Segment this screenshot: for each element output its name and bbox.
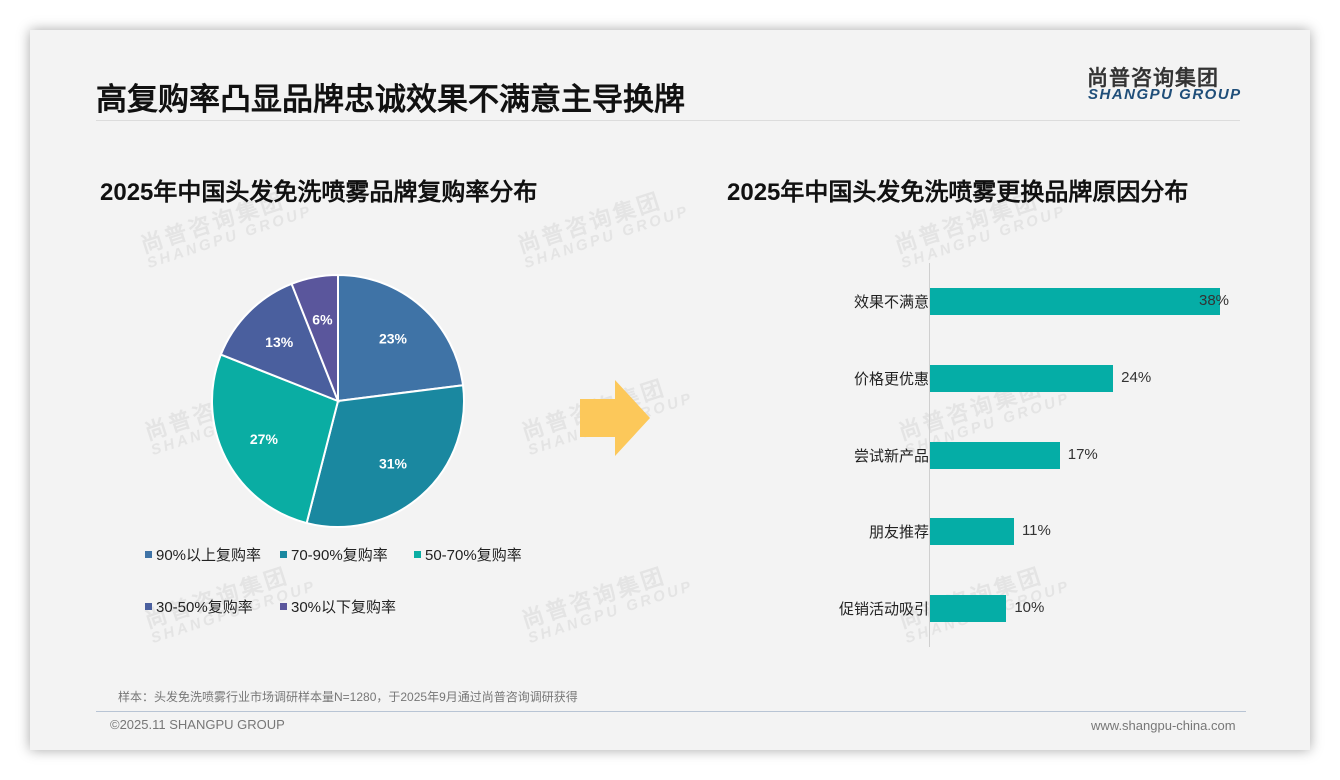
pie-slice-label: 31% bbox=[379, 455, 408, 471]
bar-category-label: 促销活动吸引 bbox=[838, 601, 929, 618]
bar-category-label: 尝试新产品 bbox=[853, 448, 929, 465]
footer-divider bbox=[96, 711, 1246, 712]
logo-chinese: 尚普咨询集团 bbox=[1087, 67, 1219, 90]
right-arrow-icon bbox=[580, 380, 650, 456]
bar-value-label: 24% bbox=[1121, 369, 1152, 386]
pie-slice bbox=[337, 273, 465, 403]
bar-row: 尝试新产品 17% bbox=[30, 441, 1310, 471]
bar-chart-title: 2025年中国头发免洗喷雾更换品牌原因分布 bbox=[727, 179, 1189, 206]
legend-item: 90%以上复购率 bbox=[145, 544, 261, 565]
pie-chart-title: 2025年中国头发免洗喷雾品牌复购率分布 bbox=[100, 179, 538, 206]
slide: 尚普咨询集团 SHANGPU GROUP 尚普咨询集团 SHANGPU GROUP … bbox=[30, 30, 1310, 750]
bar-value-label: 38% bbox=[1199, 292, 1230, 309]
bar-value-label: 10% bbox=[1014, 599, 1045, 616]
pie-slice bbox=[290, 273, 339, 402]
bar bbox=[930, 518, 1014, 545]
legend-item: 70-90%复购率 bbox=[280, 544, 388, 565]
legend-swatch bbox=[145, 603, 152, 610]
pie-slice bbox=[219, 282, 340, 403]
bar-row: 促销活动吸引 10% bbox=[30, 594, 1310, 624]
logo-english: SHANGPU GROUP bbox=[1088, 86, 1242, 103]
bar bbox=[930, 288, 1220, 315]
bar-category-label: 效果不满意 bbox=[853, 294, 929, 311]
legend-item: 30%以下复购率 bbox=[280, 596, 396, 617]
bar-value-label: 11% bbox=[1021, 522, 1051, 539]
bar-axis bbox=[929, 263, 930, 647]
bar-row: 效果不满意 38% bbox=[30, 287, 1310, 317]
pie-slice bbox=[305, 384, 465, 528]
bar-category-label: 价格更优惠 bbox=[853, 371, 929, 388]
bar bbox=[930, 365, 1114, 392]
bar-row: 朋友推荐 11% bbox=[30, 517, 1310, 547]
legend-swatch bbox=[414, 551, 421, 558]
bar-value-label: 17% bbox=[1067, 446, 1098, 463]
website-link[interactable]: www.shangpu-china.com bbox=[1091, 718, 1236, 733]
pie-chart: 23% 31% 27% 13% 6% bbox=[211, 273, 465, 528]
pie-slice-label: 23% bbox=[379, 331, 408, 347]
legend-swatch bbox=[280, 603, 287, 610]
bar-category-label: 朋友推荐 bbox=[868, 524, 929, 541]
pie-slice-label: 6% bbox=[312, 311, 333, 327]
bar bbox=[930, 595, 1007, 622]
legend-swatch bbox=[145, 551, 152, 558]
copyright: ©2025.11 SHANGPU GROUP bbox=[110, 717, 285, 732]
pie-slice-label: 27% bbox=[250, 431, 279, 447]
title-divider bbox=[96, 120, 1240, 121]
pie-slice bbox=[211, 353, 340, 525]
pie-slice-label: 13% bbox=[265, 334, 294, 350]
legend-item: 30-50%复购率 bbox=[145, 596, 253, 617]
sample-note: 样本：头发免洗喷雾行业市场调研样本量N=1280，于2025年9月通过尚普咨询调… bbox=[118, 690, 578, 704]
bar-row: 价格更优惠 24% bbox=[30, 364, 1310, 394]
bar bbox=[930, 442, 1060, 469]
legend-item: 50-70%复购率 bbox=[414, 544, 522, 565]
page-title: 高复购率凸显品牌忠诚效果不满意主导换牌 bbox=[96, 82, 685, 117]
legend-swatch bbox=[280, 551, 287, 558]
